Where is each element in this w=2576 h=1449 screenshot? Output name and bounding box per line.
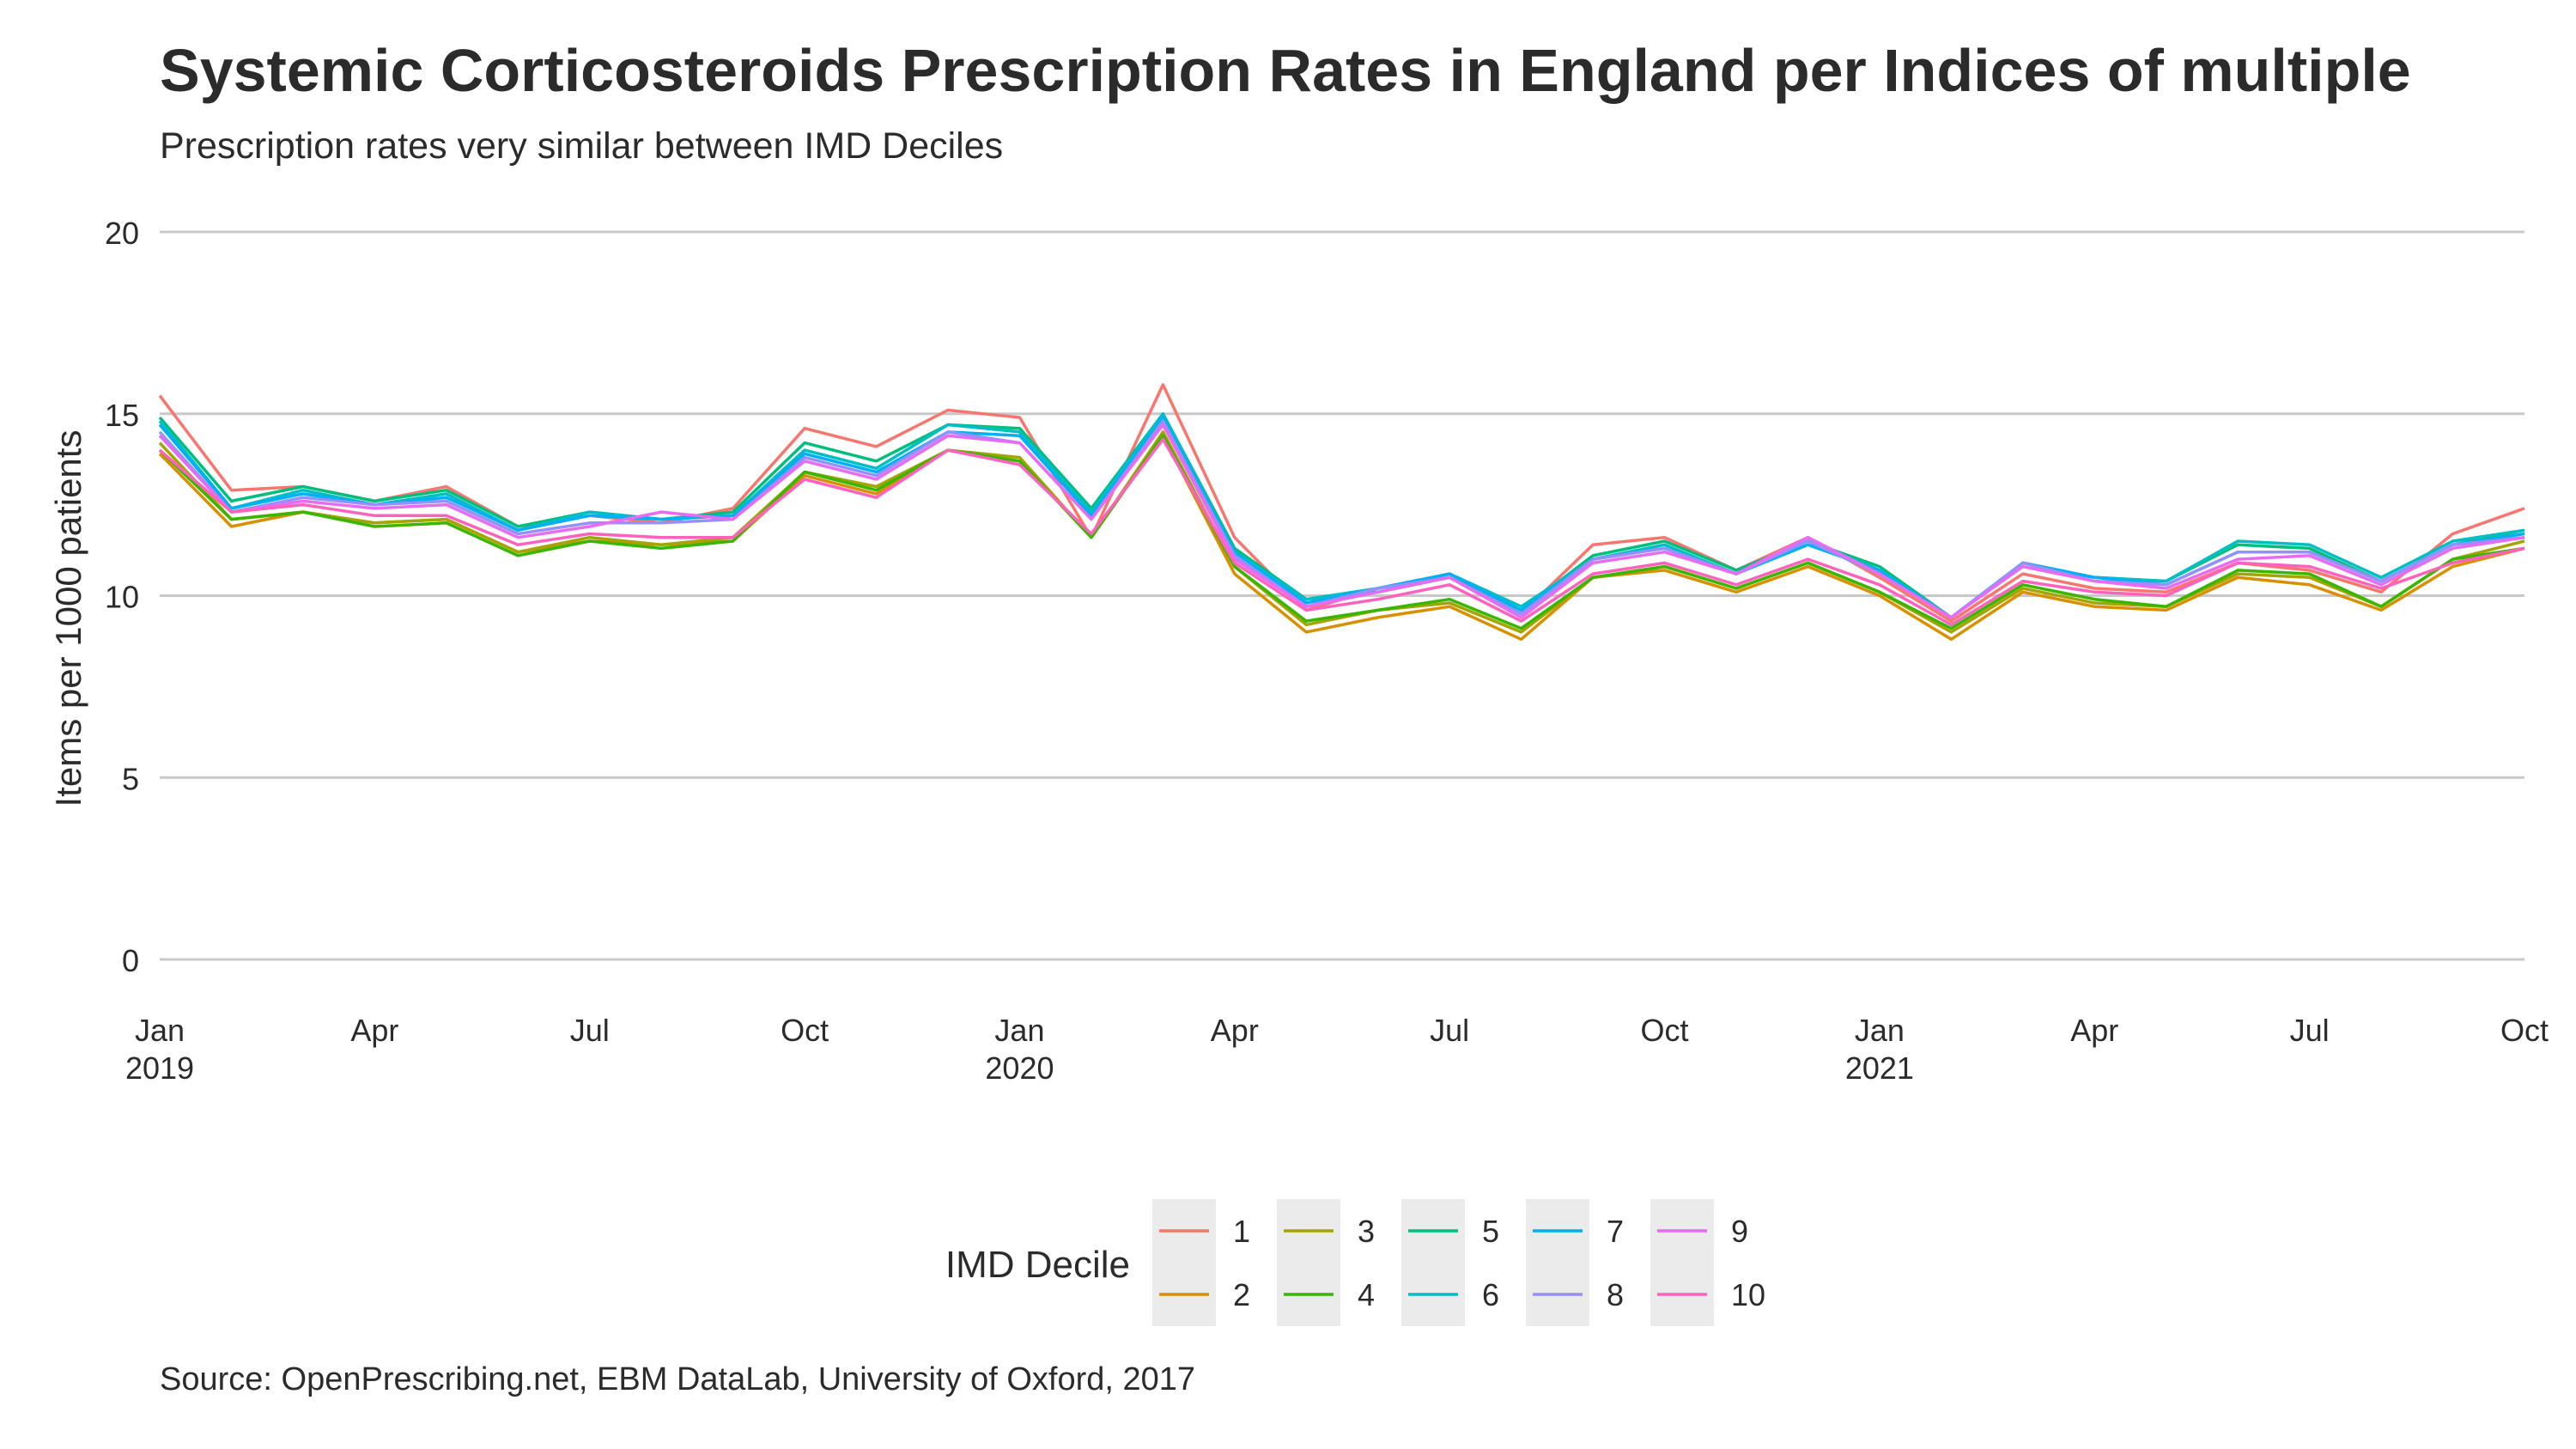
x-tick-label: Oct — [2500, 1013, 2549, 1048]
x-tick-label: Jan — [994, 1013, 1044, 1048]
x-tick-label: Jan — [135, 1013, 185, 1048]
legend: IMD Decile 1 2 3 4 5 6 7 8 9 10 — [945, 1199, 1765, 1326]
legend-label: 6 — [1482, 1277, 1499, 1312]
x-tick-label: Oct — [781, 1013, 829, 1048]
y-axis-ticks: 0 5 10 15 20 — [105, 216, 139, 978]
legend-label: 2 — [1233, 1277, 1250, 1312]
x-tick-year-label: 2021 — [1845, 1050, 1914, 1086]
series-lines — [158, 383, 2525, 642]
series-line-decile-4 — [158, 434, 2525, 630]
series-line-decile-8 — [158, 419, 2525, 619]
x-tick-label: Jul — [2290, 1013, 2330, 1048]
x-tick-label: Jul — [1430, 1013, 1469, 1048]
x-tick-year-label: 2019 — [125, 1050, 194, 1086]
x-tick-label: Apr — [2070, 1013, 2118, 1048]
series-line-decile-2 — [158, 434, 2525, 642]
y-tick-label: 5 — [122, 761, 139, 796]
legend-label: 9 — [1731, 1214, 1748, 1249]
legend-label: 3 — [1358, 1214, 1375, 1249]
x-tick-label: Jul — [570, 1013, 610, 1048]
legend-label: 8 — [1607, 1277, 1624, 1312]
legend-label: 7 — [1607, 1214, 1624, 1249]
chart-subtitle: Prescription rates very similar between … — [160, 125, 1004, 167]
chart-title: Systemic Corticosteroids Prescription Ra… — [160, 37, 2411, 104]
x-tick-year-label: 2020 — [985, 1050, 1054, 1086]
series-line-decile-7 — [158, 416, 2525, 619]
source-caption: Source: OpenPrescribing.net, EBM DataLab… — [160, 1361, 1196, 1397]
legend-title: IMD Decile — [945, 1244, 1130, 1286]
series-line-decile-9 — [158, 423, 2525, 619]
x-tick-label: Jan — [1855, 1013, 1905, 1048]
legend-label: 5 — [1482, 1214, 1499, 1249]
y-tick-label: 10 — [105, 580, 139, 615]
x-tick-label: Apr — [350, 1013, 398, 1048]
y-axis-label: Items per 1000 patients — [48, 430, 88, 807]
series-line-decile-10 — [158, 437, 2525, 627]
x-tick-label: Oct — [1641, 1013, 1689, 1048]
y-tick-label: 15 — [105, 398, 139, 433]
legend-label: 10 — [1731, 1277, 1765, 1312]
y-tick-label: 0 — [122, 943, 139, 978]
legend-label: 4 — [1358, 1277, 1375, 1312]
legend-label: 1 — [1233, 1214, 1250, 1249]
series-line-decile-6 — [158, 412, 2525, 619]
series-line-decile-3 — [158, 430, 2525, 634]
y-tick-label: 20 — [105, 216, 139, 251]
x-tick-label: Apr — [1211, 1013, 1259, 1048]
